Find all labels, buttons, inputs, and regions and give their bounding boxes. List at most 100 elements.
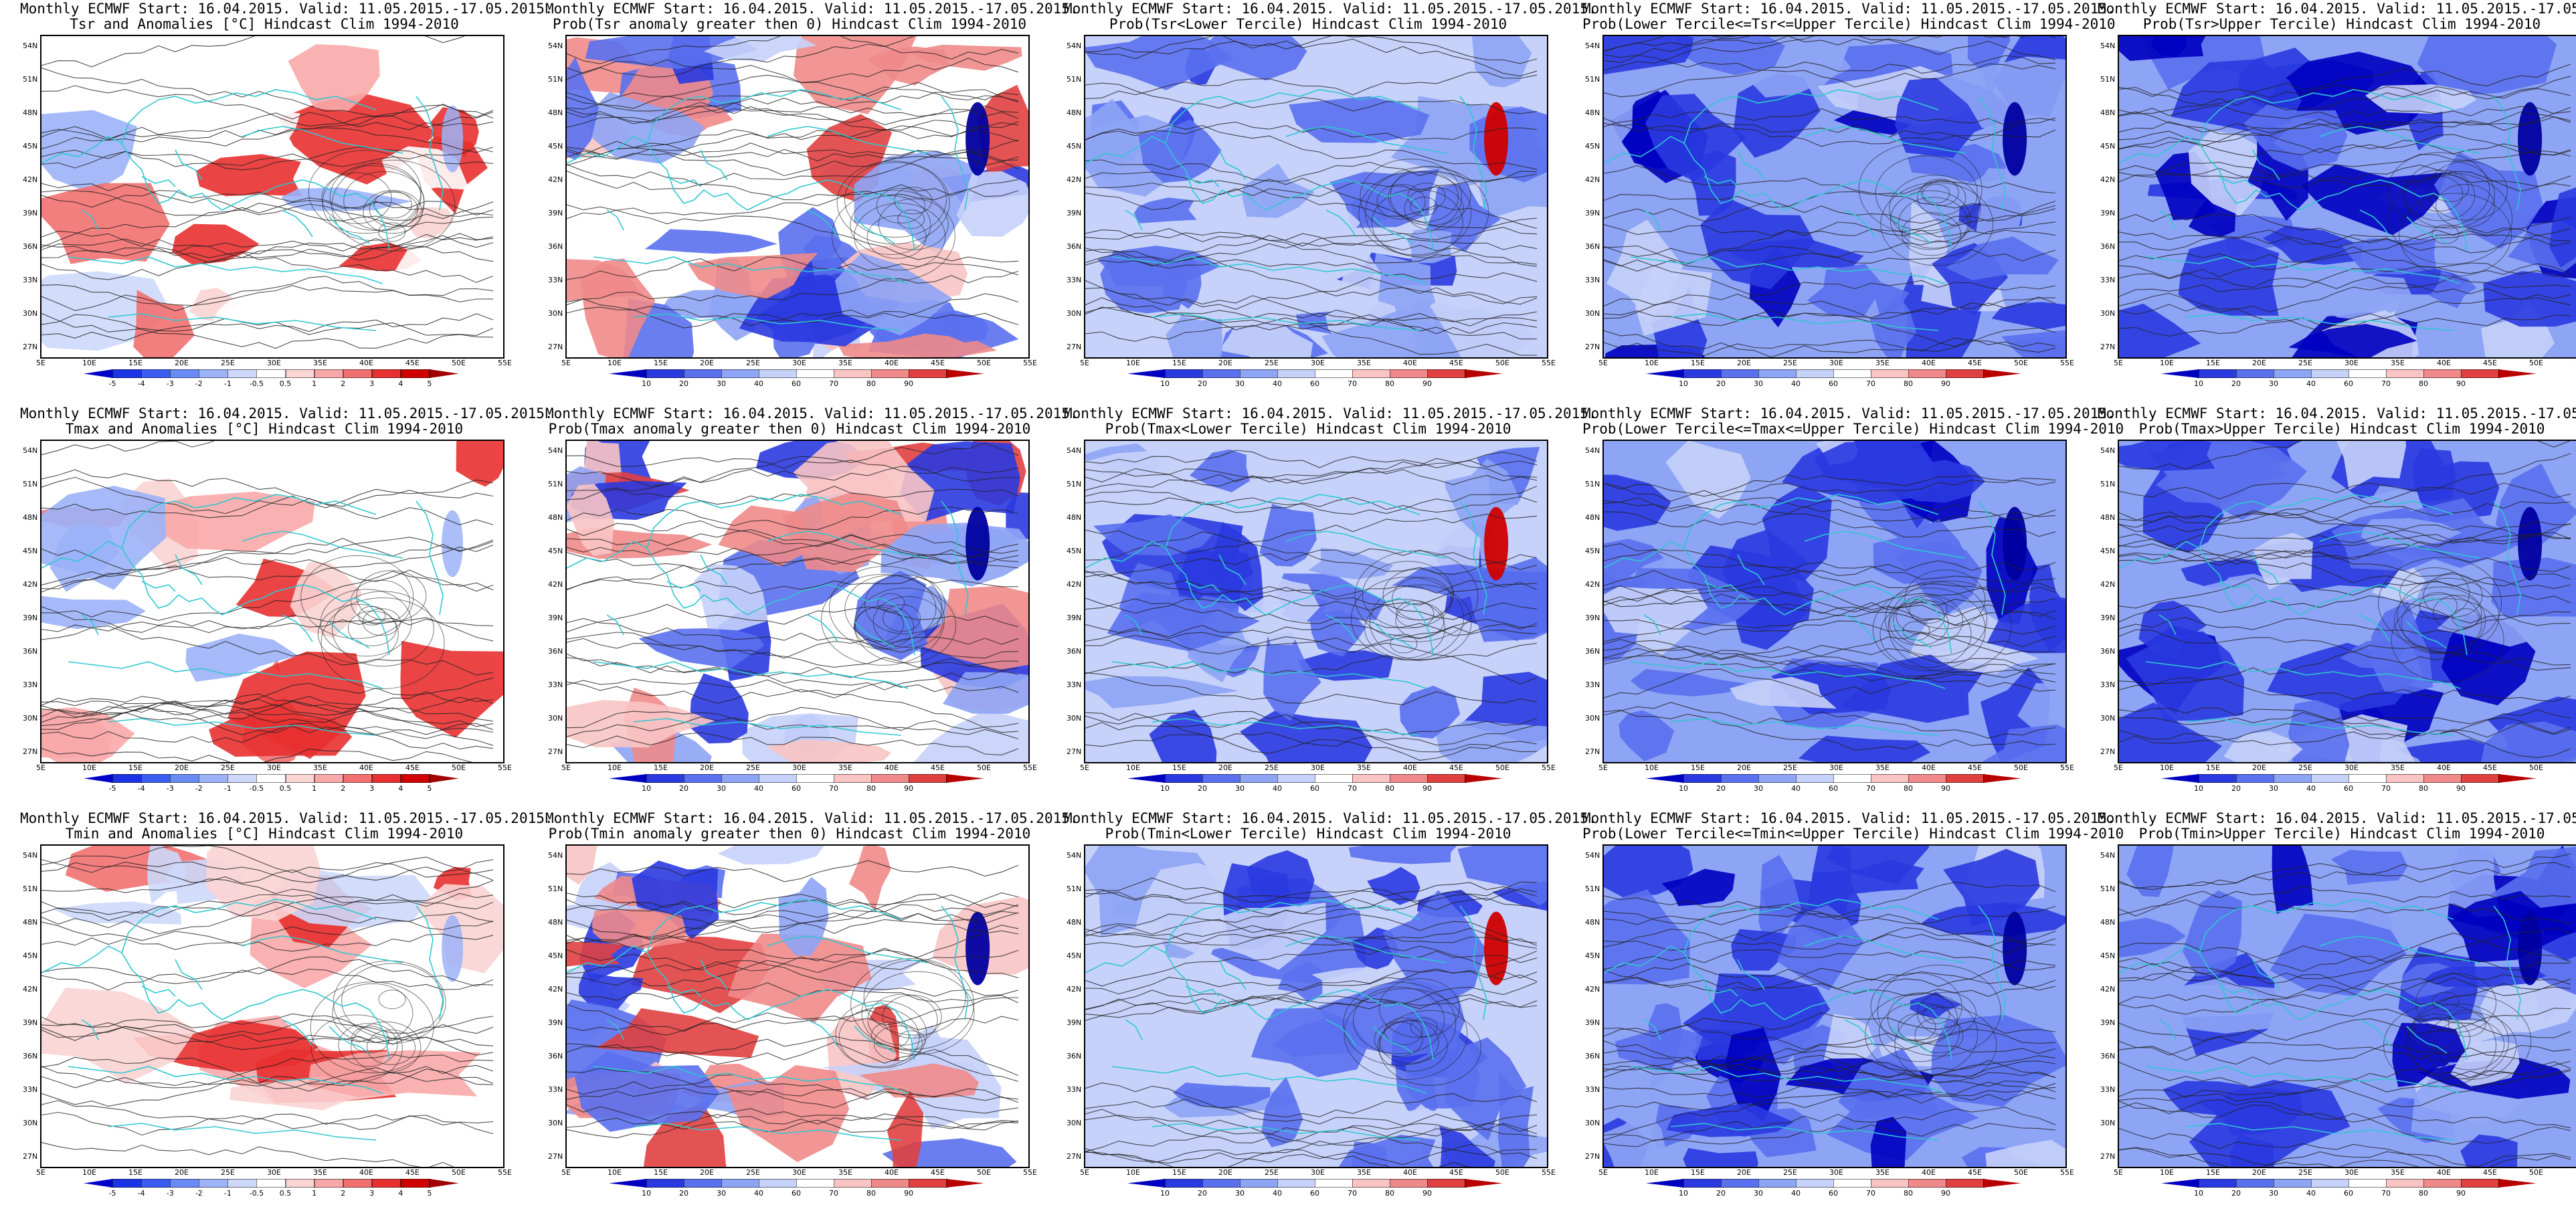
latitude-label: 42N: [1585, 985, 1600, 994]
forecast-panel: Monthly ECMWF Start: 16.04.2015. Valid: …: [2098, 0, 2576, 401]
longitude-label: 50E: [2014, 763, 2028, 772]
colorbar-cell: [1165, 774, 1203, 783]
longitude-label: 25E: [746, 763, 760, 772]
colorbar-cell: [430, 774, 459, 783]
colorbar-cell: [199, 369, 228, 378]
longitude-label: 35E: [2391, 1168, 2405, 1177]
latitude-label: 27N: [1585, 1152, 1600, 1161]
longitude-label: 15E: [1691, 359, 1705, 367]
longitude-label: 25E: [746, 1168, 760, 1177]
latitude-label: 48N: [2100, 513, 2115, 522]
colorbar-tick-label: -0.5: [250, 1189, 264, 1198]
longitude-label: 25E: [1265, 1168, 1279, 1177]
colorbar-cell: [2498, 369, 2537, 378]
panel-subtitle: Prob(Tmin anomaly greater then 0) Hindca…: [545, 826, 1034, 842]
longitude-label: 20E: [1737, 1168, 1751, 1177]
colorbar-cell: [1127, 369, 1166, 378]
colorbar-cell: [170, 774, 199, 783]
longitude-label: 30E: [267, 763, 281, 772]
forecast-panel: Monthly ECMWF Start: 16.04.2015. Valid: …: [20, 810, 509, 1211]
longitude-label: 20E: [1737, 763, 1751, 772]
colorbar-cell: [2423, 369, 2462, 378]
colorbar-tick-label: 10: [1160, 784, 1170, 793]
forecast-panel: Monthly ECMWF Start: 16.04.2015. Valid: …: [1064, 0, 1552, 401]
colorbar-cell: [2274, 369, 2312, 378]
latitude-label: 30N: [548, 714, 563, 723]
colorbar-tick-label: 90: [1941, 1189, 1950, 1198]
colorbar-cell: [796, 369, 834, 378]
longitude-label: 50E: [2014, 359, 2028, 367]
colorbar-cell: [401, 369, 430, 378]
colorbar-tick-label: 20: [679, 1189, 688, 1198]
colorbar-cell: [1315, 369, 1353, 378]
latitude-label: 36N: [1585, 647, 1600, 656]
colorbar-tick-label: 4: [398, 1189, 403, 1198]
colorbar-tick-label: 80: [866, 1189, 876, 1198]
colorbar-cell: [2461, 1179, 2499, 1188]
longitude-label: 30E: [1311, 1168, 1325, 1177]
longitude-label: 25E: [2298, 1168, 2312, 1177]
colorbar-tick-label: 60: [1829, 379, 1838, 388]
colorbar-cell: [2349, 774, 2387, 783]
map-plot: [2118, 844, 2576, 1168]
longitude-label: 5E: [36, 763, 45, 772]
longitude-label: 15E: [2206, 763, 2220, 772]
colorbar-tick-label: -1: [224, 784, 232, 793]
latitude-label: 42N: [2100, 175, 2115, 184]
colorbar-cell: [2498, 1179, 2537, 1188]
latitude-label: 45N: [2100, 951, 2115, 960]
longitude-label: 5E: [561, 1168, 571, 1177]
longitude-label: 25E: [1783, 1168, 1797, 1177]
panel-title: Monthly ECMWF Start: 16.04.2015. Valid: …: [1582, 811, 2071, 826]
colorbar-cell: [834, 369, 872, 378]
colorbar-tick-label: 10: [2194, 379, 2203, 388]
latitude-label: 30N: [1585, 714, 1600, 723]
panel-subtitle: Prob(Tmax>Upper Tercile) Hindcast Clim 1…: [2098, 422, 2576, 437]
colorbar-cell: [1465, 369, 1503, 378]
colorbar-tick-label: 10: [2194, 1189, 2203, 1198]
colorbar-cell: [1871, 1179, 1909, 1188]
longitude-label: 55E: [2060, 763, 2074, 772]
map-field: [1085, 36, 1547, 357]
latitude-label: 45N: [1067, 547, 1081, 555]
latitude-label: 33N: [548, 680, 563, 689]
longitude-label: 10E: [608, 763, 622, 772]
colorbar-cell: [2161, 774, 2199, 783]
longitude-label: 55E: [2060, 1168, 2074, 1177]
longitude-label: 40E: [2437, 763, 2451, 772]
latitude-label: 36N: [1067, 242, 1081, 251]
longitude-label: 15E: [2206, 1168, 2220, 1177]
colorbar-cell: [343, 1179, 373, 1188]
colorbar-tick-label: 60: [1829, 784, 1838, 793]
latitude-label: 51N: [1585, 884, 1600, 893]
latitude-label: 51N: [548, 480, 563, 488]
colorbar-tick-label: 10: [2194, 784, 2203, 793]
colorbar-tick-label: 40: [1791, 1189, 1801, 1198]
colorbar-cell: [84, 1179, 113, 1188]
colorbar-tick-label: 30: [1235, 784, 1245, 793]
colorbar-tick-label: 30: [2269, 1189, 2278, 1198]
longitude-label: 15E: [654, 1168, 668, 1177]
colorbar-tick-label: 40: [754, 1189, 763, 1198]
colorbar-tick-label: 2: [341, 1189, 345, 1198]
longitude-label: 20E: [1218, 763, 1232, 772]
colorbar-cell: [1946, 774, 1984, 783]
longitude-label: 55E: [1542, 359, 1556, 367]
colorbar-cell: [1127, 1179, 1166, 1188]
latitude-label: 54N: [548, 41, 563, 50]
longitude-label: 35E: [1875, 1168, 1890, 1177]
longitude-label: 15E: [128, 359, 143, 367]
latitude-label: 27N: [23, 1152, 37, 1161]
colorbar-cell: [372, 774, 401, 783]
panel-title: Monthly ECMWF Start: 16.04.2015. Valid: …: [2098, 406, 2576, 422]
longitude-label: 50E: [1495, 359, 1509, 367]
latitude-label: 39N: [1585, 1018, 1600, 1027]
longitude-label: 15E: [1172, 763, 1186, 772]
latitude-label: 33N: [548, 1085, 563, 1094]
latitude-label: 51N: [23, 75, 37, 84]
colorbar-cell: [1390, 1179, 1428, 1188]
longitude-label: 35E: [838, 359, 852, 367]
panel-subtitle: Tmax and Anomalies [°C] Hindcast Clim 19…: [20, 422, 509, 437]
colorbar-cell: [401, 774, 430, 783]
colorbar-cell: [1646, 1179, 1684, 1188]
